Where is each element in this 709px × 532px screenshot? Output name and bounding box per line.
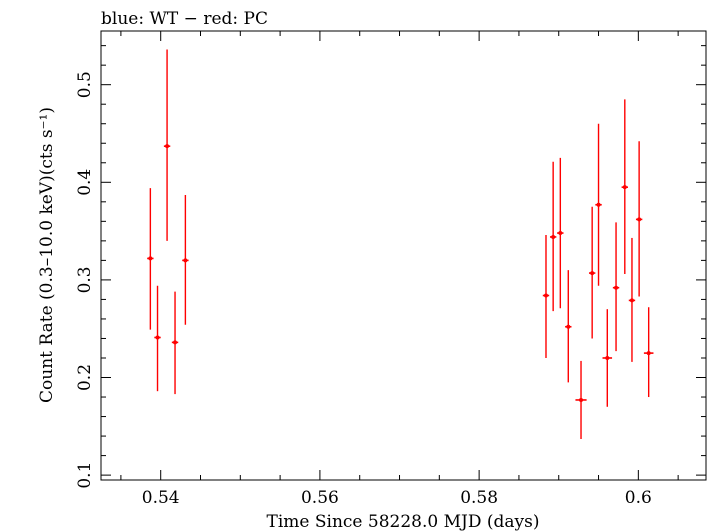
data-point <box>602 309 613 407</box>
data-point <box>154 285 161 392</box>
y-tick-label: 0.1 <box>75 462 95 489</box>
data-point <box>595 123 602 286</box>
data-point <box>635 141 643 297</box>
plot-frame <box>100 30 707 481</box>
data-point <box>575 360 587 440</box>
point-marker <box>637 217 642 222</box>
data-point <box>588 206 596 339</box>
x-tick-label: 0.54 <box>142 488 180 508</box>
point-marker <box>543 293 548 298</box>
point-marker <box>173 340 178 345</box>
point-marker <box>579 397 584 402</box>
data-point <box>542 235 550 358</box>
data-point <box>549 161 557 312</box>
y-axis-ticks: 0.1 0.2 0.3 0.4 0.5 <box>75 45 706 489</box>
data-point <box>643 307 654 398</box>
point-marker <box>629 298 634 303</box>
data-point <box>612 222 620 352</box>
y-tick-label: 0.4 <box>75 169 95 196</box>
data-point <box>171 291 179 395</box>
chart-title: blue: WT − red: PC <box>101 9 268 29</box>
data-point <box>182 194 189 325</box>
data-point <box>628 237 636 362</box>
x-tick-label: 0.56 <box>301 488 339 508</box>
point-marker <box>646 351 651 356</box>
x-tick-label: 0.6 <box>625 488 652 508</box>
y-tick-label: 0.2 <box>75 364 95 391</box>
x-axis-ticks: 0.54 0.56 0.58 0.6 <box>120 31 679 508</box>
y-tick-label: 0.3 <box>75 266 95 293</box>
point-marker <box>605 355 610 360</box>
data-point <box>565 270 572 383</box>
point-marker <box>165 144 170 149</box>
point-marker <box>590 271 595 276</box>
point-marker <box>566 324 571 329</box>
point-marker <box>622 185 627 190</box>
y-axis-label: Count Rate (0.3–10.0 keV)(cts s⁻¹) <box>37 107 57 403</box>
point-marker <box>596 202 601 207</box>
data-point <box>557 157 564 309</box>
point-marker <box>183 258 188 263</box>
y-tick-label: 0.5 <box>75 71 95 98</box>
point-marker <box>614 285 619 290</box>
point-marker <box>148 256 153 261</box>
data-point <box>621 99 628 275</box>
point-marker <box>155 335 160 340</box>
data-point <box>147 188 154 330</box>
data-point <box>163 49 171 241</box>
data-points <box>147 49 654 440</box>
x-axis-label: Time Since 58228.0 MJD (days) <box>267 512 540 532</box>
x-tick-label: 0.58 <box>460 488 498 508</box>
point-marker <box>558 231 563 236</box>
point-marker <box>551 234 556 239</box>
